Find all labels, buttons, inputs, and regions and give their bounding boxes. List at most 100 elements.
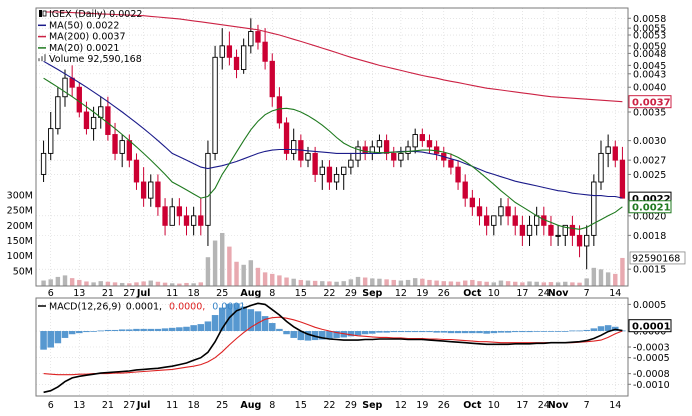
candle-body [526, 224, 533, 236]
macd-tick-label: -0.0008 [633, 369, 670, 380]
last-price-box [628, 95, 672, 109]
candle-body [534, 215, 540, 226]
candle-body [90, 116, 97, 130]
macd-histogram-bar [619, 330, 626, 332]
candle-body [319, 166, 325, 175]
macd-histogram-bar [140, 328, 147, 332]
date-tick-label: Jul [136, 288, 151, 299]
macd-histogram-bar [426, 331, 433, 333]
macd-last-box [628, 319, 672, 333]
date-tick-label: 25 [216, 288, 228, 299]
last-price-box [628, 200, 672, 214]
volume-bar [477, 281, 482, 286]
volume-bar [513, 281, 518, 286]
volume-tick-label: 300M [7, 191, 33, 202]
macd-histogram-bar [161, 328, 169, 332]
volume-bar [205, 257, 211, 286]
last-price-label: 0.0021 [632, 203, 671, 214]
volume-bar [591, 267, 597, 286]
candle-body [333, 173, 340, 183]
candle-body [140, 181, 147, 199]
volume-bar [141, 281, 146, 286]
volume-bar [584, 278, 589, 286]
volume-bar [198, 282, 204, 286]
candle-body [83, 111, 90, 130]
volume-bar [84, 281, 89, 286]
ma50-line [43, 60, 623, 199]
price-panel-frame [35, 7, 629, 287]
macd-histogram-bar [411, 331, 419, 333]
volume-bar [441, 281, 446, 286]
date-tick-label: 11 [166, 400, 178, 411]
date-axis-bottom: 6 13 21 27 Jul 11 18 25 Aug 8 15 22 29 Sep 12 19 26 Oct 10… [48, 400, 622, 411]
macd-last-label: 0.0001 [632, 321, 671, 332]
candle-body [112, 134, 118, 154]
volume-bar [620, 257, 625, 286]
macd-histogram-bar [454, 331, 462, 334]
volume-bar [327, 281, 332, 286]
price-tick-label: 0.0020 [633, 211, 666, 222]
macd-histogram-bar [240, 306, 247, 332]
macd-histogram-bar [347, 331, 355, 337]
date-tick-label: 21 [102, 288, 114, 299]
macd-gridlines [36, 298, 628, 396]
macd-histogram-bar [319, 331, 326, 340]
date-tick-label: 8 [269, 400, 275, 411]
date-tick-label: 6 [48, 400, 54, 411]
macd-histogram-bar [369, 331, 376, 334]
macd-histogram-bar [233, 303, 240, 332]
macd-histogram-bar [47, 331, 54, 348]
macd-histogram-bar [126, 329, 133, 332]
date-tick-label: 19 [416, 400, 428, 411]
date-tick-label: 10 [488, 400, 500, 411]
price-panel: 0.00580.00550.00530.00500.00480.00450.00… [7, 7, 686, 287]
macd-histogram-bar [190, 325, 197, 332]
last-price-label: 0.0022 [632, 194, 671, 205]
volume-bar [220, 232, 225, 286]
macd-histogram-bar [404, 331, 412, 333]
price-tick-label: 0.0030 [633, 136, 666, 147]
volume-bar [341, 281, 346, 286]
price-axis: 0.00580.00550.00530.00500.00480.00450.00… [628, 14, 666, 276]
volume-bar [613, 273, 618, 286]
candle-body [419, 134, 425, 142]
candle-body [619, 159, 626, 199]
volume-tick-label: 100M [7, 251, 33, 262]
macd-histogram-bar [569, 330, 576, 332]
candle-body [148, 181, 154, 199]
candle-body [412, 134, 418, 148]
date-tick-label: 24 [538, 288, 550, 299]
date-tick-label: 13 [73, 288, 85, 299]
volume-bar [241, 264, 246, 286]
macd-histogram-bar [97, 330, 105, 332]
macd-histogram-bar [447, 331, 455, 334]
macd-histogram-bar [283, 331, 290, 335]
candle-body [198, 215, 204, 226]
candle-body [190, 215, 197, 226]
date-tick-label: 17 [516, 288, 528, 299]
candle-body [576, 234, 583, 247]
macd-histogram-bar [476, 331, 483, 334]
candle-body [133, 159, 140, 183]
macd-histogram-bar [504, 331, 512, 333]
volume-bar [405, 279, 411, 286]
date-tick-label: 7 [584, 400, 590, 411]
candle-body [126, 140, 132, 161]
candle-body [119, 140, 125, 154]
price-tick-label: 0.0035 [633, 108, 666, 119]
macd-tick-label: -0.0010 [633, 380, 670, 391]
macd-histogram-bar [383, 331, 390, 333]
macd-tick-label: -0.0003 [633, 343, 670, 354]
macd-histogram-bar [497, 331, 505, 333]
macd-legend-label: 0.0000, [169, 302, 205, 313]
volume-bar [291, 278, 296, 286]
macd-histogram-bar [304, 331, 312, 341]
volume-tick-label: 150M [7, 236, 33, 247]
candle-body [383, 140, 390, 154]
volume-bar [520, 282, 525, 286]
candle-body [562, 224, 568, 236]
macd-legend-label: MACD(12,26,9) [49, 302, 121, 313]
